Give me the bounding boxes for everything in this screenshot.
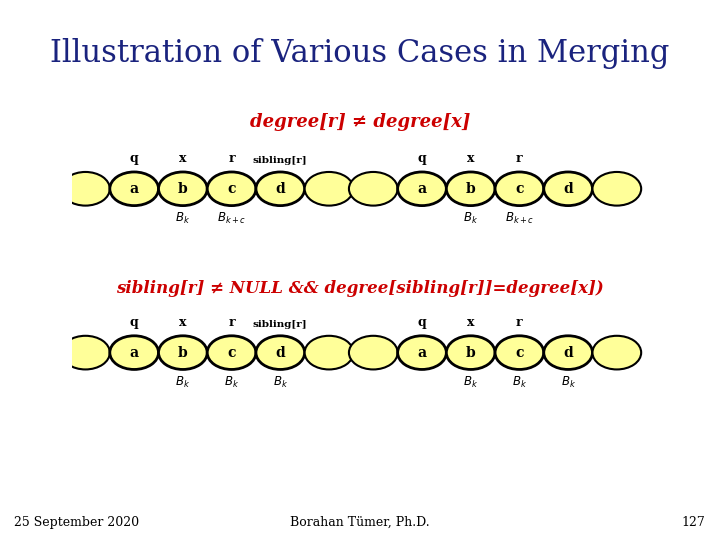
Text: $B_k$: $B_k$: [463, 375, 478, 390]
Text: $B_k$: $B_k$: [224, 375, 239, 390]
Ellipse shape: [544, 172, 593, 206]
Text: d: d: [563, 182, 573, 196]
Ellipse shape: [544, 336, 593, 369]
Text: x: x: [467, 152, 474, 165]
Ellipse shape: [256, 172, 305, 206]
Text: q: q: [130, 152, 138, 165]
Text: q: q: [130, 316, 138, 329]
Text: $B_k$: $B_k$: [176, 211, 190, 226]
Text: $B_k$: $B_k$: [463, 211, 478, 226]
Text: $B_k$: $B_k$: [273, 375, 288, 390]
Text: Borahan Tümer, Ph.D.: Borahan Tümer, Ph.D.: [290, 516, 430, 529]
Text: $B_{k+c}$: $B_{k+c}$: [217, 211, 246, 226]
Text: x: x: [179, 316, 186, 329]
Text: 25 September 2020: 25 September 2020: [14, 516, 140, 529]
Ellipse shape: [305, 172, 354, 206]
Text: r: r: [228, 152, 235, 165]
Text: c: c: [228, 346, 236, 360]
Text: q: q: [418, 152, 426, 165]
Text: $B_k$: $B_k$: [561, 375, 576, 390]
Ellipse shape: [61, 172, 110, 206]
Ellipse shape: [158, 172, 207, 206]
Text: d: d: [276, 182, 285, 196]
Text: r: r: [228, 316, 235, 329]
Ellipse shape: [158, 336, 207, 369]
Ellipse shape: [305, 336, 354, 369]
Text: q: q: [418, 316, 426, 329]
Ellipse shape: [495, 336, 544, 369]
Text: d: d: [563, 346, 573, 360]
Ellipse shape: [207, 172, 256, 206]
Ellipse shape: [110, 172, 158, 206]
Ellipse shape: [256, 336, 305, 369]
Text: $B_k$: $B_k$: [176, 375, 190, 390]
Text: x: x: [467, 316, 474, 329]
Ellipse shape: [397, 336, 446, 369]
Text: a: a: [418, 346, 426, 360]
Text: c: c: [515, 346, 523, 360]
Text: b: b: [466, 346, 476, 360]
Text: Illustration of Various Cases in Merging: Illustration of Various Cases in Merging: [50, 38, 670, 69]
Ellipse shape: [593, 172, 642, 206]
Text: sibling[r]: sibling[r]: [253, 320, 307, 329]
Ellipse shape: [446, 172, 495, 206]
Text: sibling[r] ≠ NULL && degree[sibling[r]]=degree[x]): sibling[r] ≠ NULL && degree[sibling[r]]=…: [116, 280, 604, 297]
Ellipse shape: [397, 172, 446, 206]
Text: a: a: [130, 346, 139, 360]
Text: $B_{k+c}$: $B_{k+c}$: [505, 211, 534, 226]
Ellipse shape: [110, 336, 158, 369]
Ellipse shape: [61, 336, 110, 369]
Ellipse shape: [446, 336, 495, 369]
Ellipse shape: [349, 172, 397, 206]
Text: degree[r] ≠ degree[x]: degree[r] ≠ degree[x]: [250, 113, 470, 131]
Text: r: r: [516, 152, 523, 165]
Text: 127: 127: [682, 516, 706, 529]
Ellipse shape: [495, 172, 544, 206]
Text: b: b: [178, 182, 188, 196]
Text: $B_k$: $B_k$: [512, 375, 527, 390]
Text: x: x: [179, 152, 186, 165]
Text: a: a: [418, 182, 426, 196]
Text: a: a: [130, 182, 139, 196]
Text: c: c: [515, 182, 523, 196]
Text: sibling[r]: sibling[r]: [253, 156, 307, 165]
Text: b: b: [466, 182, 476, 196]
Ellipse shape: [349, 336, 397, 369]
Text: d: d: [276, 346, 285, 360]
Ellipse shape: [207, 336, 256, 369]
Text: c: c: [228, 182, 236, 196]
Text: r: r: [516, 316, 523, 329]
Text: b: b: [178, 346, 188, 360]
Ellipse shape: [593, 336, 642, 369]
